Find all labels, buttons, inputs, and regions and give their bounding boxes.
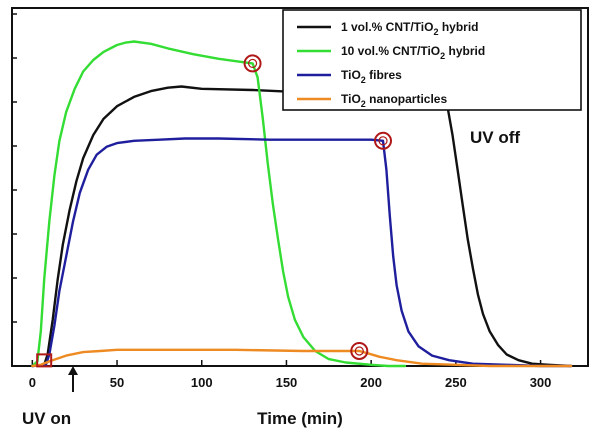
x-tick-label: 250 [445,375,467,390]
x-tick-label: 300 [530,375,552,390]
series-line-2 [31,137,573,368]
uv-off-marker [374,131,393,150]
series-line-3 [31,348,573,368]
x-tick-label: 100 [191,375,213,390]
legend-box [282,9,582,111]
x-tick-label: 0 [29,375,36,390]
plot-area: 0 50 100 150 200 250 300 [11,7,589,390]
plot-frame [11,7,589,367]
uv-off-marker [243,54,262,73]
x-axis-title: Time (min) [257,409,343,428]
legend-label-3: TiO2 nanoparticles [341,92,447,109]
legend-label-1: 10 vol.% CNT/TiO2 hybrid [341,44,485,61]
legend-label-2: TiO2 fibres [341,68,402,85]
uv-off-marker-inner [354,346,364,356]
legend-label-0: 1 vol.% CNT/TiO2 hybrid [341,20,479,37]
uv-off-marker-inner [378,136,388,146]
series-line-1 [31,40,407,368]
uv-on-arrowhead [68,366,78,375]
uv-on-marker [36,353,53,368]
uv-off-marker [350,341,369,360]
uv-on-annotation: UV on [22,409,71,428]
x-tick-label: 50 [110,375,124,390]
x-tick-label: 200 [360,375,382,390]
uv-off-marker-inner [247,58,258,69]
x-tick-label: 150 [276,375,298,390]
legend: 1 vol.% CNT/TiO2 hybrid 10 vol.% CNT/TiO2… [282,9,582,111]
uv-off-annotation: UV off [470,128,520,147]
